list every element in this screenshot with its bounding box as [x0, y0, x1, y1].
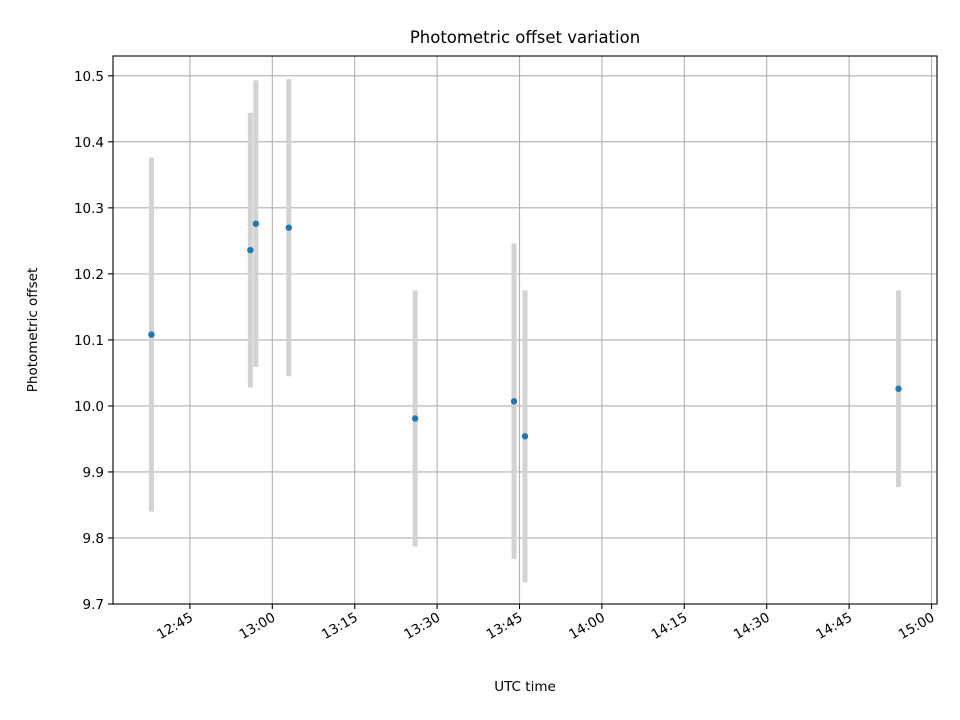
y-tick-label: 10.0 — [74, 399, 104, 415]
y-tick-label: 10.5 — [74, 69, 104, 85]
x-tick-label: 14:45 — [813, 610, 855, 643]
y-tick-label: 10.4 — [74, 135, 104, 151]
data-point — [411, 415, 419, 422]
error-bars — [148, 79, 902, 583]
y-tick-label: 9.8 — [83, 531, 104, 547]
y-axis-ticks: 9.7 9.8 9.9 10.0 10.1 10.2 10.3 10.4 10.5 — [74, 69, 113, 613]
y-tick-label: 9.7 — [83, 597, 104, 613]
x-tick-label: 13:00 — [237, 610, 279, 643]
plot-frame — [112, 55, 938, 605]
x-tick-label: 14:00 — [566, 610, 608, 643]
data-point — [247, 246, 254, 254]
x-tick-label: 12:45 — [154, 610, 196, 643]
x-tick-label: 13:45 — [484, 610, 526, 643]
y-tick-label: 10.3 — [74, 201, 104, 217]
data-point — [285, 224, 292, 231]
data-point — [148, 331, 155, 338]
x-tick-label: 14:15 — [649, 610, 691, 643]
y-tick-label: 10.2 — [74, 267, 104, 283]
x-axis-ticks: 12:45 13:00 13:15 13:30 13:45 14:00 14:15 14:30… — [154, 604, 938, 643]
x-tick-label: 13:30 — [401, 610, 443, 643]
x-tick-label: 14:30 — [731, 610, 773, 643]
y-tick-label: 9.9 — [83, 465, 104, 481]
data-point — [510, 398, 518, 405]
chart-title: Photometric offset variation — [410, 28, 640, 47]
data-points — [148, 220, 902, 440]
y-tick-label: 10.1 — [74, 333, 104, 349]
y-axis-label: Photometric offset — [25, 268, 41, 392]
data-point — [521, 433, 529, 440]
data-point — [895, 385, 902, 392]
x-tick-label: 13:15 — [319, 610, 361, 643]
data-point — [252, 220, 260, 227]
x-tick-label: 15:00 — [896, 610, 938, 643]
x-axis-label: UTC time — [494, 679, 556, 695]
